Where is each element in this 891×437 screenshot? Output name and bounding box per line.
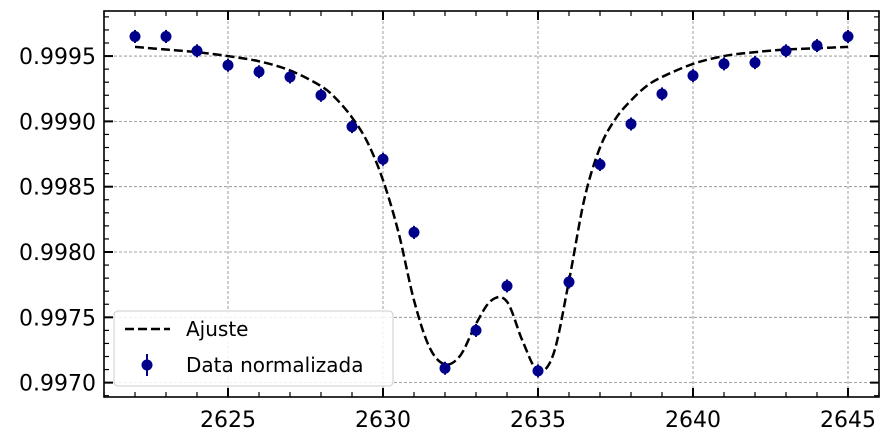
legend-data-marker-sample <box>141 359 153 371</box>
data-point <box>377 153 389 165</box>
data-point <box>346 121 358 133</box>
x-tick-label: 2645 <box>820 408 876 433</box>
data-points-layer <box>129 29 854 378</box>
fit-line-layer <box>134 45 849 373</box>
plot-frame <box>103 10 880 398</box>
data-point <box>811 40 823 52</box>
legend-box <box>113 310 394 387</box>
data-point <box>594 158 606 170</box>
y-tick-label: 0.9980 <box>19 241 96 266</box>
data-point <box>315 89 327 101</box>
y-tick-label: 0.9990 <box>19 110 96 135</box>
data-point <box>625 118 637 130</box>
axis-ticks <box>103 11 880 397</box>
x-tick-label: 2630 <box>355 408 411 433</box>
fit-line <box>134 45 849 373</box>
x-tick-label: 2625 <box>200 408 256 433</box>
legend-fit-label: Ajuste <box>186 317 248 341</box>
data-point <box>656 88 668 100</box>
data-point <box>563 276 575 288</box>
data-point <box>532 365 544 377</box>
data-point <box>439 362 451 374</box>
legend: Ajuste Data normalizada <box>113 310 394 387</box>
data-point <box>749 57 761 69</box>
data-point <box>129 30 141 42</box>
data-point <box>842 30 854 42</box>
data-point <box>687 70 699 82</box>
data-point <box>780 45 792 57</box>
y-tick-label: 0.9970 <box>19 372 96 397</box>
data-point <box>222 59 234 71</box>
legend-data-label: Data normalizada <box>186 353 363 377</box>
data-point <box>253 66 265 78</box>
data-point <box>191 45 203 57</box>
y-tick-label: 0.9985 <box>19 176 96 201</box>
data-point <box>501 280 513 292</box>
data-point <box>160 30 172 42</box>
data-point <box>470 324 482 336</box>
data-point <box>408 226 420 238</box>
tick-labels: 2625 2630 2635 2640 2645 0.9970 0.9975 0.9980 0.… <box>19 45 876 433</box>
data-point <box>284 71 296 83</box>
x-tick-label: 2640 <box>665 408 721 433</box>
y-tick-label: 0.9975 <box>19 306 96 331</box>
data-point <box>718 58 730 70</box>
y-tick-label: 0.9995 <box>19 45 96 70</box>
x-tick-label: 2635 <box>510 408 566 433</box>
